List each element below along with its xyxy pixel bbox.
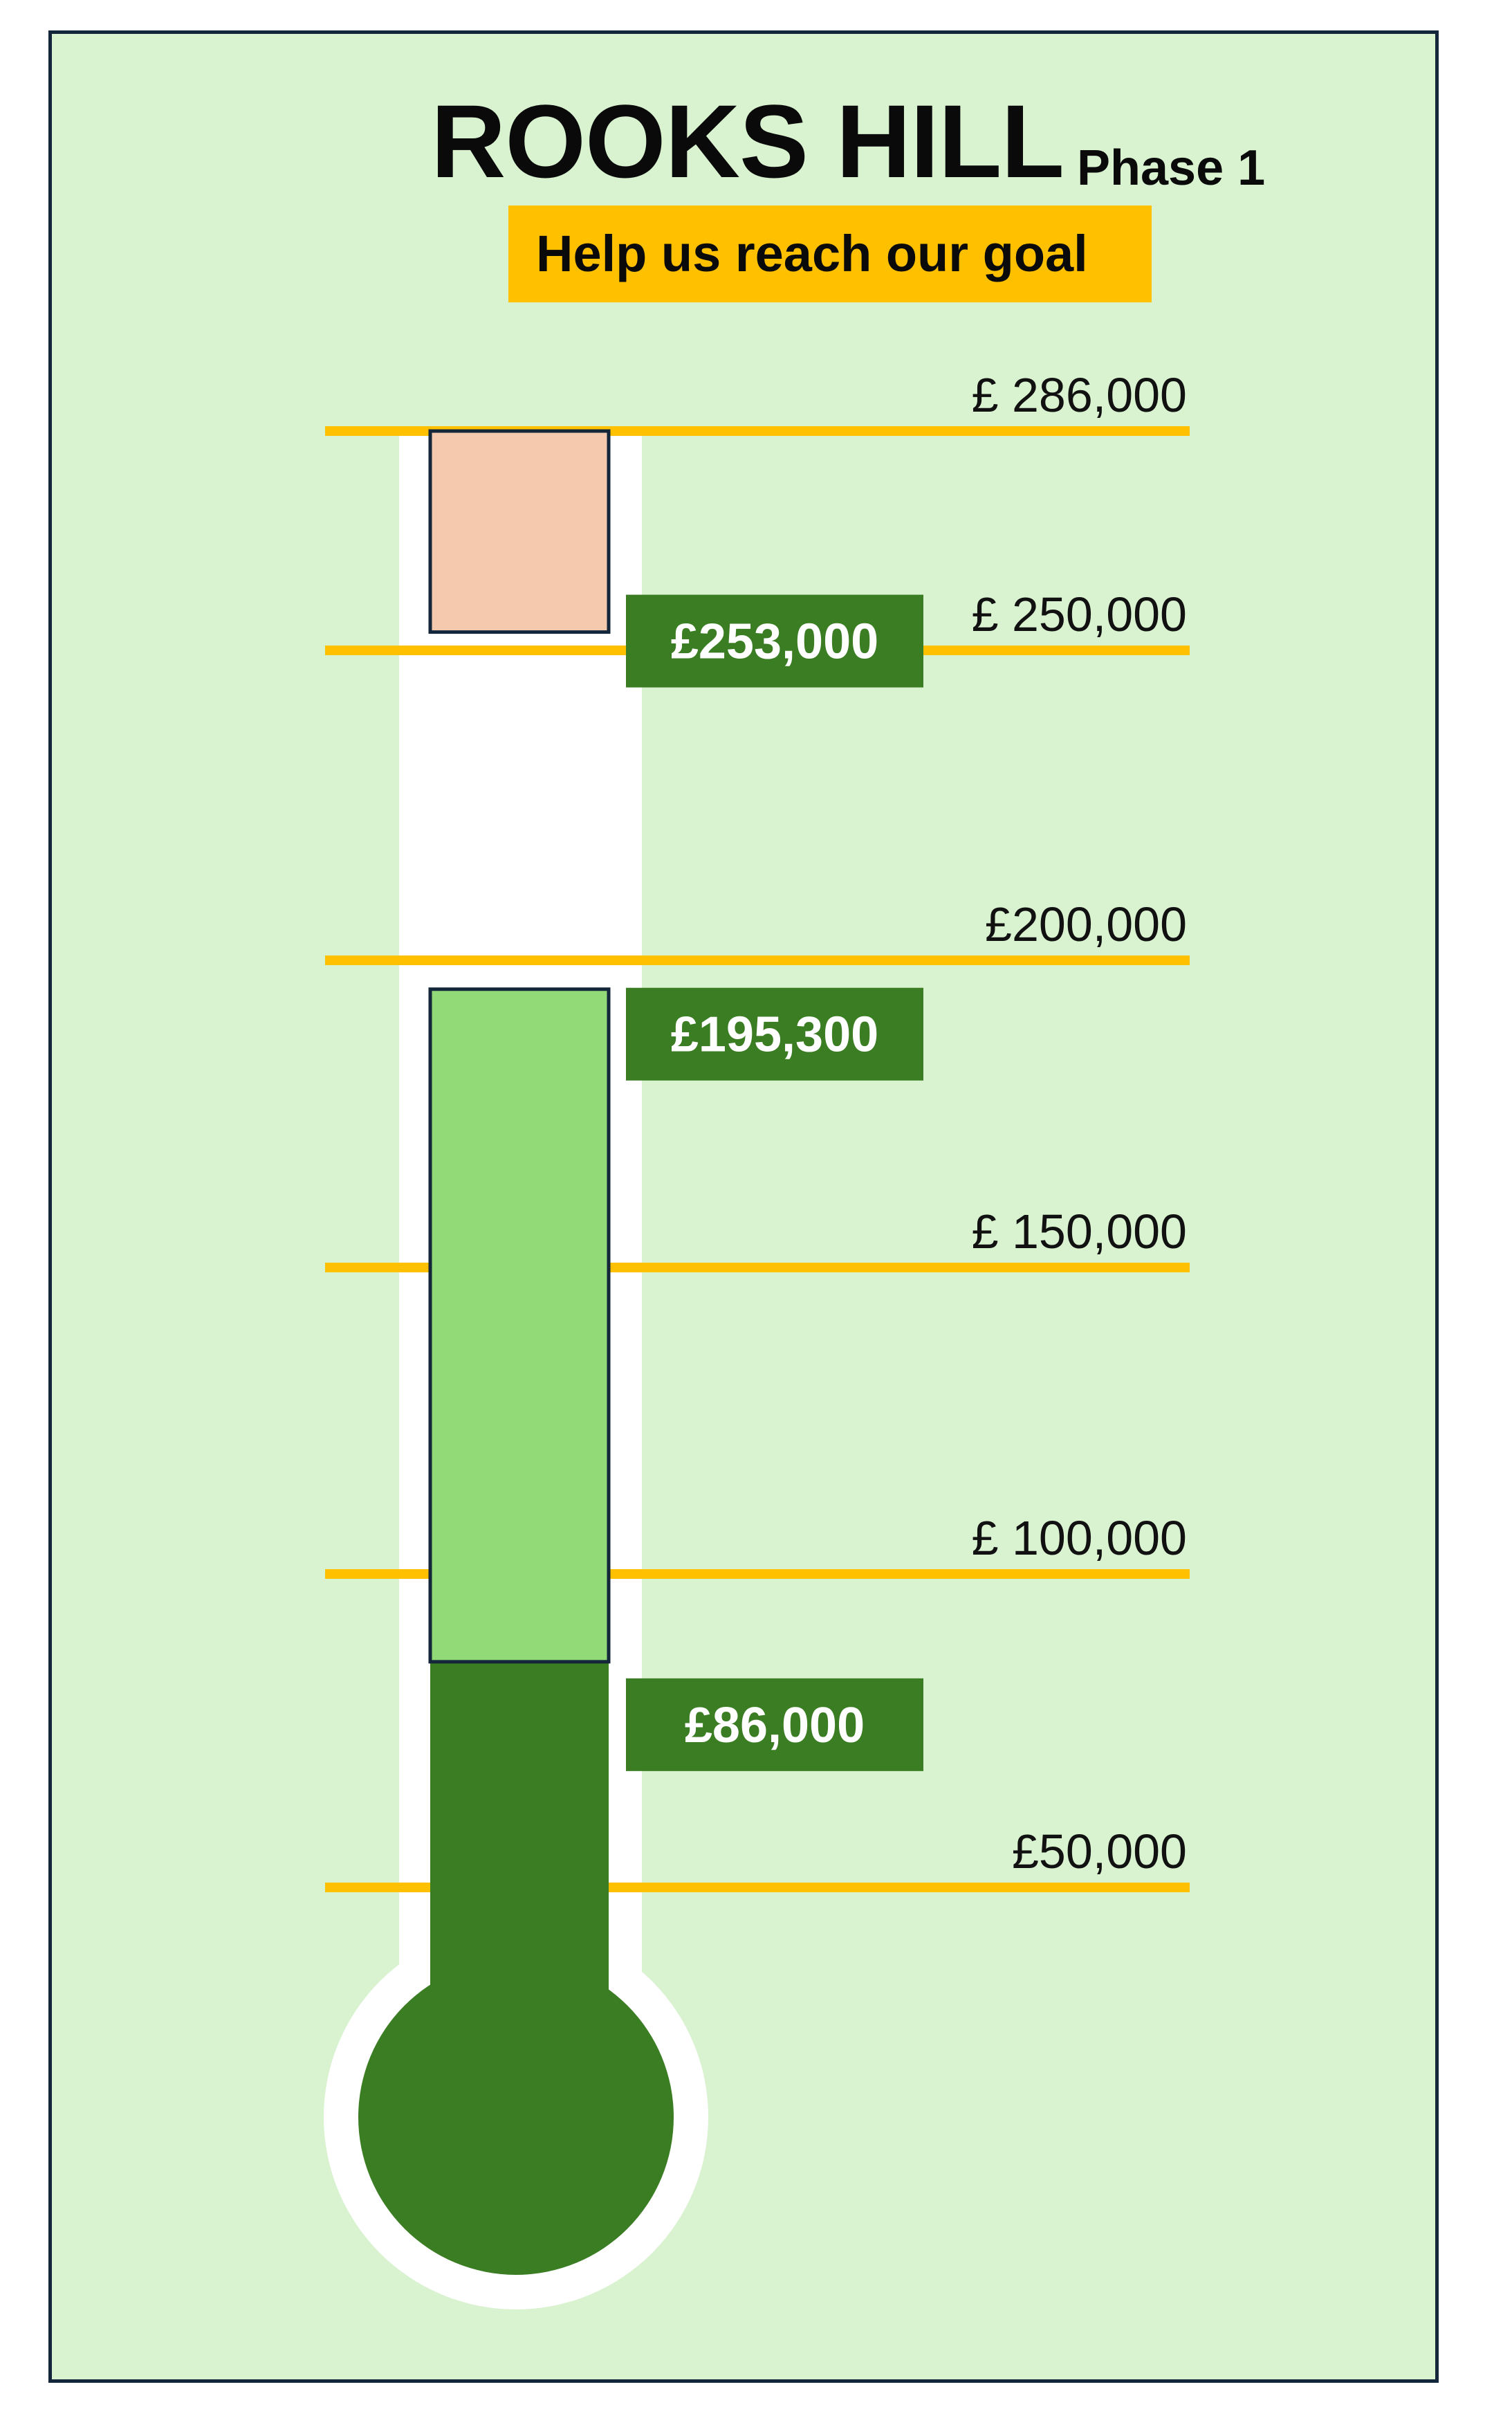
tick-label-3: £200,000 [985,897,1187,951]
callout-label-0: £86,000 [685,1698,865,1753]
bulb-fill [358,1959,674,2275]
callout-label-2: £253,000 [671,614,878,670]
goal-banner: Help us reach our goal [508,205,1152,302]
tick-label-1: £ 100,000 [972,1511,1187,1565]
segments [358,429,674,2275]
tick-label-5: £ 286,000 [972,368,1187,422]
callout-box-2 [626,594,923,688]
callout-box-1 [626,987,923,1081]
page-subtitle: Phase 1 [1077,140,1266,196]
tick-label-0: £50,000 [1012,1824,1187,1878]
segment-fill-2 [428,429,611,634]
callouts: £86,000 £195,300 £253,000 [626,594,923,1771]
tick-label-4: £ 250,000 [972,587,1187,641]
callout-label-1: £195,300 [671,1007,878,1063]
page-title: ROOKS HILL [431,83,1064,199]
tick-lines: £50,000 £ 100,000 £ 150,000 £200,000 £ 250,0… [325,368,1190,1892]
callout-box-0 [626,1678,923,1771]
poster-panel: ROOKS HILL Phase 1 Help us reach our goa… [48,30,1439,2383]
goal-banner-text: Help us reach our goal [536,225,1088,282]
tick-label-2: £ 150,000 [972,1205,1187,1259]
segment-fill-1 [428,987,611,1664]
